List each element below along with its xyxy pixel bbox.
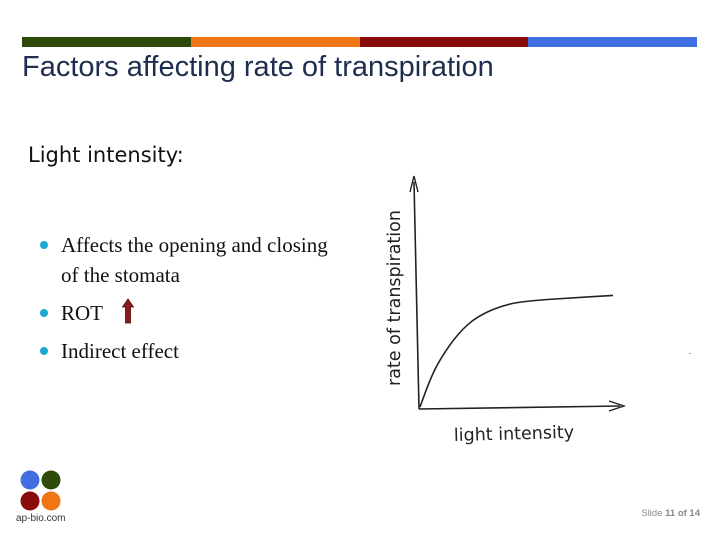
y-axis-arrowhead	[409, 175, 419, 193]
bullet-item: Indirect effect	[40, 336, 340, 366]
color-bar-segment	[22, 37, 191, 47]
color-bar-segment	[359, 37, 529, 47]
bullet-item: Affects the opening and closing of the s…	[40, 230, 340, 290]
bullet-dot-icon	[40, 241, 48, 249]
stray-mark	[689, 353, 691, 354]
bullet-dot-icon	[40, 347, 48, 355]
header-color-bar	[22, 37, 697, 47]
slide-title: Factors affecting rate of transpiration	[22, 51, 494, 83]
slide-current: 11	[665, 508, 676, 519]
bullet-dot-icon	[40, 309, 48, 317]
transpiration-chart: rate of transpiration light intensity	[385, 175, 627, 446]
subheading: Light intensity:	[28, 143, 184, 167]
bullet-text: ROT	[61, 301, 103, 325]
bullet-item: ROT	[40, 298, 340, 328]
color-bar-segment	[528, 37, 697, 47]
x-axis-arrowhead	[608, 400, 627, 412]
chart-series-line	[419, 294, 614, 408]
bullet-list: Affects the opening and closing of the s…	[40, 230, 340, 374]
x-axis	[418, 405, 621, 410]
slide-of: of	[677, 508, 687, 519]
slide-number: Slide 11 of 14	[641, 508, 700, 519]
four-petal-logo-icon	[20, 470, 61, 511]
up-arrow-icon	[121, 298, 134, 324]
slide-label: Slide	[641, 508, 663, 519]
logo-text: ap-bio.com	[16, 513, 66, 524]
y-axis-label: rate of transpiration	[385, 210, 405, 386]
slide-total: 14	[689, 508, 700, 519]
bullet-text: Indirect effect	[61, 339, 179, 363]
color-bar-segment	[190, 37, 360, 47]
bullet-text: Affects the opening and closing of the s…	[61, 233, 328, 287]
y-axis	[413, 181, 420, 410]
x-axis-label: light intensity	[454, 423, 575, 446]
